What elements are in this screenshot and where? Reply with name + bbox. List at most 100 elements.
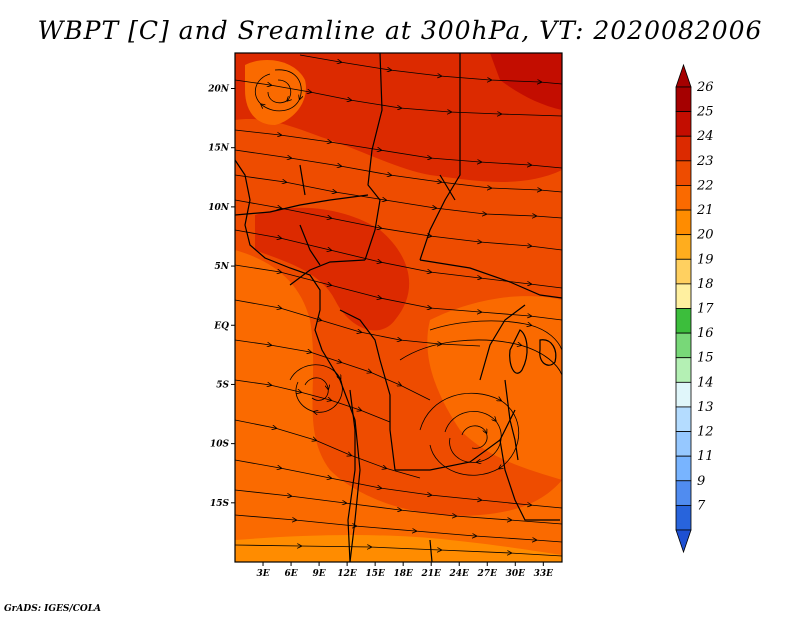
lat-tick-label: 15S bbox=[210, 499, 230, 509]
colorbar-swatch bbox=[675, 431, 692, 457]
border-line bbox=[379, 359, 396, 471]
border-line bbox=[235, 194, 369, 216]
longitude-axis: 3E 6E 9E 12E 15E 18E 21E 24E 27E 30E 33E bbox=[256, 562, 553, 579]
colorbar-label: 25 bbox=[696, 105, 714, 120]
lat-tick-label: 5N bbox=[215, 262, 230, 272]
colorbar-label: 7 bbox=[697, 498, 706, 513]
colorbar: 26 25 24 23 22 21 20 19 18 17 16 15 14 13 12 11 9 7 bbox=[675, 63, 714, 554]
lon-tick-label: 21E bbox=[421, 569, 442, 579]
lon-tick-label: 12E bbox=[337, 569, 357, 579]
colorbar-swatch bbox=[675, 357, 692, 383]
border-line bbox=[364, 53, 383, 261]
streamline bbox=[429, 320, 562, 351]
lake-outline bbox=[539, 339, 557, 366]
border-line bbox=[299, 224, 321, 266]
lon-tick-label: 27E bbox=[477, 569, 498, 579]
colorbar-swatch bbox=[675, 504, 692, 531]
streamline bbox=[235, 339, 431, 401]
border-line bbox=[439, 174, 456, 201]
colorbar-label: 9 bbox=[697, 474, 705, 489]
colorbar-label: 17 bbox=[697, 302, 714, 317]
lat-tick-label: 5S bbox=[216, 380, 229, 390]
border-line bbox=[419, 53, 461, 261]
lat-tick-label: 20N bbox=[207, 85, 230, 95]
colorbar-bottom-arrow bbox=[675, 529, 692, 554]
lon-tick-label: 15E bbox=[365, 569, 385, 579]
lon-tick-label: 18E bbox=[393, 569, 413, 579]
grads-credit: GrADS: IGES/COLA bbox=[4, 604, 102, 614]
colorbar-label: 24 bbox=[696, 129, 714, 144]
colorbar-swatch bbox=[675, 258, 692, 285]
colorbar-swatch bbox=[675, 381, 692, 408]
colorbar-label: 18 bbox=[697, 277, 714, 292]
lat-tick-label: EQ bbox=[213, 321, 229, 331]
colorbar-swatch bbox=[675, 283, 692, 309]
border-line bbox=[289, 259, 366, 286]
streamline-gyre-northwest bbox=[267, 79, 291, 104]
colorbar-label: 26 bbox=[696, 80, 714, 95]
coastline bbox=[235, 159, 361, 562]
border-line bbox=[395, 409, 516, 471]
latitude-axis: 20N 15N 10N 5N EQ 5S 10S 15S bbox=[207, 85, 235, 509]
lake-outline bbox=[509, 329, 528, 374]
streamline-gyre-southeast bbox=[461, 425, 488, 449]
lon-tick-label: 33E bbox=[534, 569, 554, 579]
colorbar-swatch bbox=[675, 480, 692, 506]
colorbar-label: 13 bbox=[697, 400, 714, 415]
colorbar-swatch bbox=[675, 135, 692, 162]
colorbar-label: 11 bbox=[697, 449, 714, 464]
colorbar-label: 16 bbox=[697, 326, 714, 341]
colorbar-swatch bbox=[675, 406, 692, 432]
colorbar-swatch bbox=[675, 455, 692, 482]
wbpt-cool-region-east bbox=[427, 296, 562, 480]
colorbar-swatch bbox=[675, 86, 692, 113]
colorbar-label: 14 bbox=[697, 375, 714, 390]
lat-tick-label: 15N bbox=[208, 144, 230, 154]
streamline bbox=[235, 459, 562, 509]
streamline bbox=[235, 514, 562, 542]
border-line bbox=[299, 164, 306, 196]
streamline-gyre-west bbox=[304, 377, 328, 401]
colorbar-swatch bbox=[675, 185, 692, 211]
colorbar-label: 12 bbox=[697, 425, 714, 440]
colorbar-label: 22 bbox=[696, 178, 714, 193]
country-borders bbox=[235, 53, 562, 562]
colorbar-top-arrow bbox=[675, 63, 692, 88]
border-line bbox=[479, 304, 526, 381]
map-panel bbox=[235, 53, 562, 562]
map-frame bbox=[234, 52, 563, 563]
streamline-gyre-northwest bbox=[254, 69, 301, 112]
colorbar-swatch bbox=[675, 308, 692, 334]
colorbar-swatch bbox=[675, 209, 692, 236]
streamline bbox=[299, 54, 562, 84]
streamlines bbox=[235, 54, 562, 557]
colorbar-swatch bbox=[675, 160, 692, 186]
colorbar-label: 15 bbox=[697, 351, 714, 366]
colorbar-label: 19 bbox=[697, 252, 714, 267]
lon-tick-label: 6E bbox=[284, 569, 297, 579]
streamline-gyre-west bbox=[289, 364, 343, 413]
colorbar-swatch bbox=[675, 234, 692, 260]
lat-tick-label: 10S bbox=[210, 440, 230, 450]
border-line bbox=[339, 309, 381, 361]
lake-outline bbox=[504, 379, 519, 461]
colorbar-swatch bbox=[675, 111, 692, 137]
border-line bbox=[429, 539, 433, 562]
streamline bbox=[235, 79, 562, 116]
colorbar-label: 23 bbox=[696, 154, 714, 169]
colorbar-label: 20 bbox=[696, 228, 714, 243]
lon-tick-label: 3E bbox=[256, 569, 269, 579]
lon-tick-label: 30E bbox=[506, 569, 526, 579]
colorbar-label: 21 bbox=[696, 203, 714, 218]
colorbar-swatch bbox=[675, 332, 692, 359]
streamline-gyre-southeast bbox=[419, 392, 520, 476]
map-title: WBPT [C] and Sreamline at 300hPa, VT: 20… bbox=[37, 16, 763, 45]
lon-tick-label: 24E bbox=[449, 569, 470, 579]
lat-tick-label: 10N bbox=[208, 203, 230, 213]
border-line bbox=[419, 259, 562, 299]
streamline bbox=[235, 545, 562, 557]
streamline bbox=[235, 264, 562, 321]
lon-tick-label: 9E bbox=[313, 569, 326, 579]
border-line bbox=[499, 439, 560, 521]
